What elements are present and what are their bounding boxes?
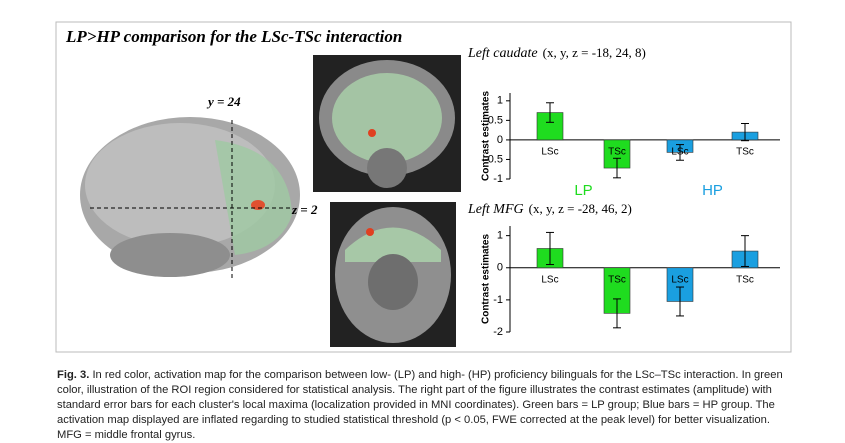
brain-axial	[330, 202, 456, 347]
y-tick-label: 1	[497, 95, 503, 107]
brain-coronal	[313, 55, 461, 192]
y-tick-label: 0	[497, 134, 503, 146]
y-tick-label: -1	[493, 294, 503, 306]
brain-3d: y = 24 z = 2	[80, 94, 318, 280]
figure: LP>HP comparison for the LSc-TSc interac…	[55, 21, 792, 353]
legend-label: HP	[702, 182, 723, 199]
chart-title: Left MFG	[467, 202, 524, 217]
figure-title: LP>HP comparison for the LSc-TSc interac…	[65, 27, 402, 46]
figure-frame	[55, 21, 792, 353]
category-label: LSc	[671, 274, 688, 285]
y-axis-label: Contrast estimates	[481, 91, 492, 181]
y-tick-label: -1	[493, 173, 503, 185]
error-bar	[546, 102, 554, 123]
z-label: z = 2	[291, 202, 318, 217]
error-bar	[613, 157, 621, 179]
category-label: LSc	[541, 274, 558, 285]
legend-label: LP	[574, 182, 592, 199]
y-tick-label: 0.5	[488, 114, 503, 126]
y-axis-label: Contrast estimates	[481, 234, 492, 324]
error-bar	[741, 235, 749, 267]
y-tick-label: 1	[497, 230, 503, 242]
y-tick-label: -0.5	[484, 153, 503, 165]
chart-title: Left caudate	[467, 46, 538, 61]
category-label: LSc	[671, 147, 688, 158]
y-label: y = 24	[206, 94, 241, 109]
category-label: LSc	[541, 147, 558, 158]
category-label: TSc	[736, 147, 754, 158]
chart-subtitle: (x, y, z = -18, 24, 8)	[543, 45, 646, 60]
category-label: TSc	[608, 274, 626, 285]
y-tick-label: -2	[493, 326, 503, 338]
caption-text: In red color, activation map for the com…	[57, 369, 783, 441]
error-bar	[741, 122, 749, 142]
caption-label: Fig. 3.	[57, 369, 90, 381]
error-bar	[676, 286, 684, 317]
error-bar	[613, 298, 621, 329]
error-bar	[546, 231, 554, 266]
category-label: TSc	[736, 274, 754, 285]
category-label: TSc	[608, 147, 626, 158]
caption: Fig. 3. In red color, activation map for…	[57, 368, 797, 443]
error-bar	[676, 144, 684, 161]
y-tick-label: 0	[497, 262, 503, 274]
chart-subtitle: (x, y, z = -28, 46, 2)	[529, 201, 632, 216]
